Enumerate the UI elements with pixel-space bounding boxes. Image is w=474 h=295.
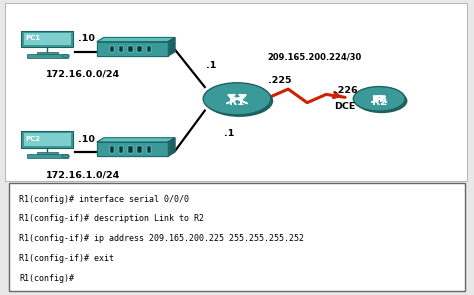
FancyBboxPatch shape	[27, 54, 68, 58]
Polygon shape	[97, 42, 168, 56]
FancyBboxPatch shape	[37, 152, 58, 154]
Text: 209.165.200.224/30: 209.165.200.224/30	[268, 52, 362, 61]
Text: R2: R2	[372, 96, 387, 106]
Text: .1: .1	[224, 129, 234, 138]
Text: .226: .226	[334, 86, 358, 95]
FancyBboxPatch shape	[137, 146, 142, 153]
FancyBboxPatch shape	[109, 46, 114, 52]
FancyBboxPatch shape	[128, 146, 133, 153]
Polygon shape	[97, 37, 175, 42]
FancyBboxPatch shape	[27, 154, 68, 158]
FancyBboxPatch shape	[109, 146, 114, 153]
Text: R1: R1	[229, 97, 245, 107]
FancyBboxPatch shape	[21, 131, 73, 148]
Text: PC1: PC1	[25, 35, 40, 41]
Text: 172.16.0.0/24: 172.16.0.0/24	[46, 70, 120, 79]
Text: DCE: DCE	[334, 102, 356, 111]
Ellipse shape	[203, 83, 271, 115]
Text: PC2: PC2	[25, 136, 40, 142]
FancyBboxPatch shape	[24, 33, 71, 45]
Text: R1(config)# interface serial 0/0/0: R1(config)# interface serial 0/0/0	[19, 195, 189, 204]
Polygon shape	[97, 138, 175, 142]
FancyBboxPatch shape	[119, 146, 123, 153]
Text: R1(config-if)# exit: R1(config-if)# exit	[19, 254, 114, 263]
FancyBboxPatch shape	[37, 52, 58, 54]
Text: .10: .10	[78, 135, 95, 144]
FancyBboxPatch shape	[5, 3, 467, 181]
FancyBboxPatch shape	[128, 46, 133, 52]
Text: .225: .225	[268, 76, 292, 85]
Text: .10: .10	[78, 34, 95, 43]
Ellipse shape	[206, 85, 273, 117]
FancyBboxPatch shape	[119, 46, 123, 52]
Polygon shape	[97, 142, 168, 156]
FancyBboxPatch shape	[146, 146, 151, 153]
Text: R1(config)#: R1(config)#	[19, 274, 74, 283]
Text: .1: .1	[206, 61, 217, 70]
Polygon shape	[168, 37, 175, 56]
FancyBboxPatch shape	[9, 183, 465, 291]
FancyBboxPatch shape	[137, 46, 142, 52]
Ellipse shape	[62, 55, 69, 58]
FancyBboxPatch shape	[24, 133, 71, 146]
Polygon shape	[168, 138, 175, 156]
FancyBboxPatch shape	[21, 31, 73, 47]
FancyBboxPatch shape	[146, 46, 151, 52]
Text: 172.16.1.0/24: 172.16.1.0/24	[46, 170, 120, 179]
Ellipse shape	[353, 86, 405, 111]
Text: R1(config-if)# description Link to R2: R1(config-if)# description Link to R2	[19, 214, 204, 224]
Ellipse shape	[62, 155, 69, 158]
Text: R1(config-if)# ip address 209.165.200.225 255.255.255.252: R1(config-if)# ip address 209.165.200.22…	[19, 234, 304, 243]
Ellipse shape	[356, 88, 408, 113]
